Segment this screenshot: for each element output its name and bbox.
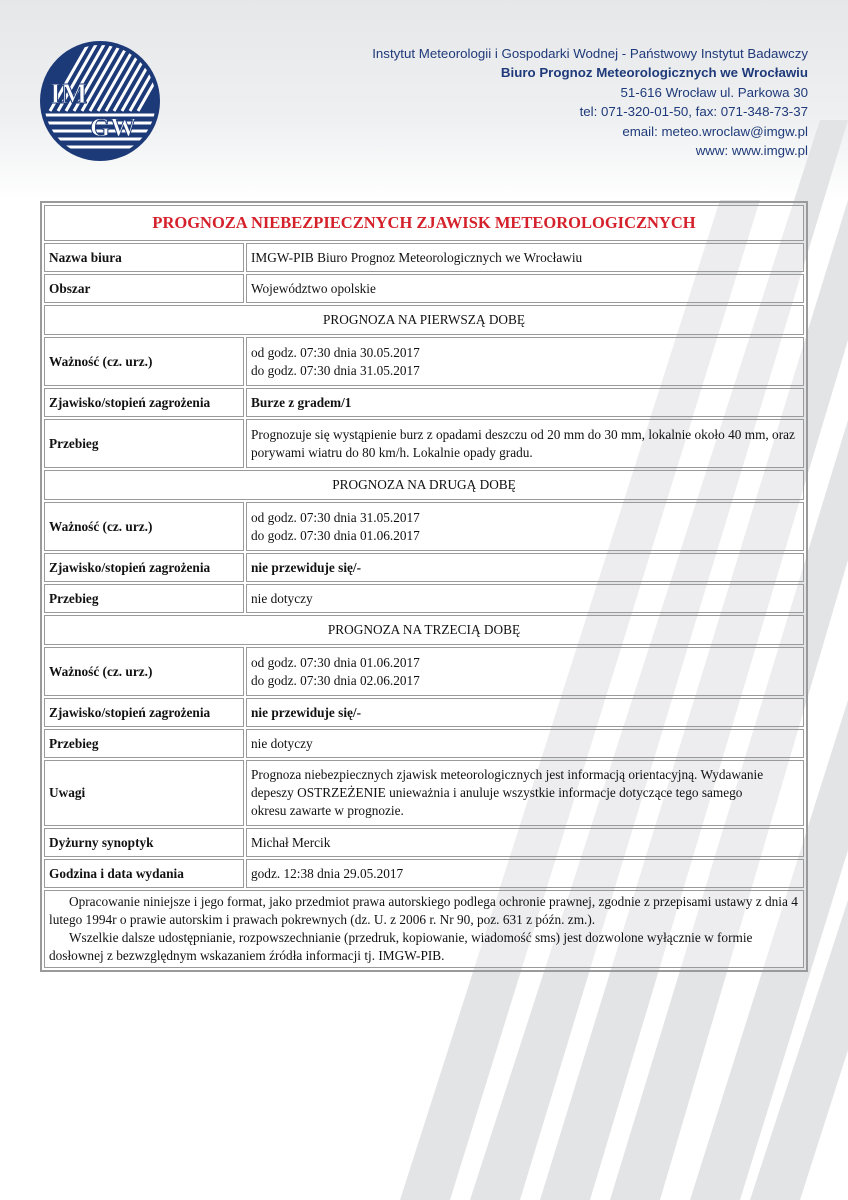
forecaster-value: Michał Mercik <box>246 828 804 857</box>
table-row: Ważność (cz. urz.) od godz. 07:30 dnia 31… <box>44 502 804 551</box>
stripe <box>400 200 760 1200</box>
table-row: Obszar Województwo opolskie <box>44 274 804 303</box>
address: 51-616 Wrocław ul. Parkowa 30 <box>620 84 808 100</box>
website-link[interactable]: www: www.imgw.pl <box>695 143 808 159</box>
institute-name: Instytut Meteorologii i Gospodarki Wodne… <box>372 46 808 61</box>
course-label: Przebieg <box>44 419 244 468</box>
course-label: Przebieg <box>44 729 244 758</box>
table-row: Ważność (cz. urz.) od godz. 07:30 dnia 01… <box>44 647 804 696</box>
phenomenon-value: nie przewiduje się/- <box>246 698 804 727</box>
table-row: Ważność (cz. urz.) od godz. 07:30 dnia 30… <box>44 337 804 386</box>
phenomenon-value: Burze z gradem/1 <box>246 388 804 417</box>
phenomenon-value: nie przewiduje się/- <box>246 553 804 582</box>
course-label: Przebieg <box>44 584 244 613</box>
phenomenon-label: Zjawisko/stopień zagrożenia <box>44 388 244 417</box>
forecast-table: PROGNOZA NIEBEZPIECZNYCH ZJAWISK METEORO… <box>40 201 808 972</box>
copyright-notice: Opracowanie niniejsze i jego format, jak… <box>44 890 804 968</box>
phenomenon-label: Zjawisko/stopień zagrożenia <box>44 698 244 727</box>
imgw-logo: IM GW <box>40 41 160 161</box>
distribution-paragraph: Wszelkie dalsze udostępnianie, rozpowsze… <box>49 930 753 963</box>
office-name: Biuro Prognoz Meteorologicznych we Wrocł… <box>500 65 808 81</box>
table-row: Zjawisko/stopień zagrożenia Burze z grade… <box>44 388 804 417</box>
stripe <box>470 120 848 1200</box>
area-label: Obszar <box>44 274 244 303</box>
document-title: PROGNOZA NIEBEZPIECZNYCH ZJAWISK METEORO… <box>44 205 804 241</box>
institute-contact: Instytut Meteorologii i Gospodarki Wodne… <box>372 44 808 160</box>
notes-value: Prognoza niebezpiecznych zjawisk meteoro… <box>246 760 804 826</box>
course-value: nie dotyczy <box>246 729 804 758</box>
validity-from: od godz. 07:30 dnia 31.05.2017 <box>251 509 420 525</box>
table-row: Dyżurny synoptyk Michał Mercik <box>44 828 804 857</box>
stripe <box>750 900 848 1200</box>
phone: tel: 071-320-01-50, fax: 071-348-73-37 <box>579 104 808 120</box>
issued-value: godz. 12:38 dnia 29.05.2017 <box>246 859 804 888</box>
validity-to: do godz. 07:30 dnia 31.05.2017 <box>251 362 420 378</box>
forecaster-label: Dyżurny synoptyk <box>44 828 244 857</box>
svg-text:IM: IM <box>50 79 87 110</box>
email-link[interactable]: email: meteo.wroclaw@imgw.pl <box>622 123 808 139</box>
validity-from: od godz. 07:30 dnia 01.06.2017 <box>251 654 420 670</box>
stripe <box>690 700 848 1200</box>
phenomenon-label: Zjawisko/stopień zagrożenia <box>44 553 244 582</box>
table-row: Uwagi Prognoza niebezpiecznych zjawisk me… <box>44 760 804 826</box>
svg-text:GW: GW <box>90 113 136 142</box>
table-row: Zjawisko/stopień zagrożenia nie przewiduj… <box>44 553 804 582</box>
stripe <box>540 200 848 1200</box>
area-value: Województwo opolskie <box>246 274 804 303</box>
office-label: Nazwa biura <box>44 243 244 272</box>
issued-label: Godzina i data wydania <box>44 859 244 888</box>
table-row: Przebieg Prognozuje się wystąpienie burz … <box>44 419 804 468</box>
notes-label: Uwagi <box>44 760 244 826</box>
office-value: IMGW-PIB Biuro Prognoz Meteorologicznych… <box>246 243 804 272</box>
table-row: Godzina i data wydania godz. 12:38 dnia 2… <box>44 859 804 888</box>
validity-label: Ważność (cz. urz.) <box>44 337 244 386</box>
validity-label: Ważność (cz. urz.) <box>44 647 244 696</box>
validity-to: do godz. 07:30 dnia 01.06.2017 <box>251 527 420 543</box>
table-row: Nazwa biura IMGW-PIB Biuro Prognoz Meteor… <box>44 243 804 272</box>
validity-label: Ważność (cz. urz.) <box>44 502 244 551</box>
course-value: nie dotyczy <box>246 584 804 613</box>
validity-to: do godz. 07:30 dnia 02.06.2017 <box>251 672 420 688</box>
day1-heading: PROGNOZA NA PIERWSZĄ DOBĘ <box>44 305 804 335</box>
day2-heading: PROGNOZA NA DRUGĄ DOBĘ <box>44 470 804 500</box>
validity-from: od godz. 07:30 dnia 30.05.2017 <box>251 344 420 360</box>
copyright-paragraph: Opracowanie niniejsze i jego format, jak… <box>49 894 798 927</box>
day3-heading: PROGNOZA NA TRZECIĄ DOBĘ <box>44 615 804 645</box>
table-row: Przebieg nie dotyczy <box>44 729 804 758</box>
table-row: Zjawisko/stopień zagrożenia nie przewiduj… <box>44 698 804 727</box>
table-row: Przebieg nie dotyczy <box>44 584 804 613</box>
course-value: Prognozuje się wystąpienie burz z opadam… <box>246 419 804 468</box>
